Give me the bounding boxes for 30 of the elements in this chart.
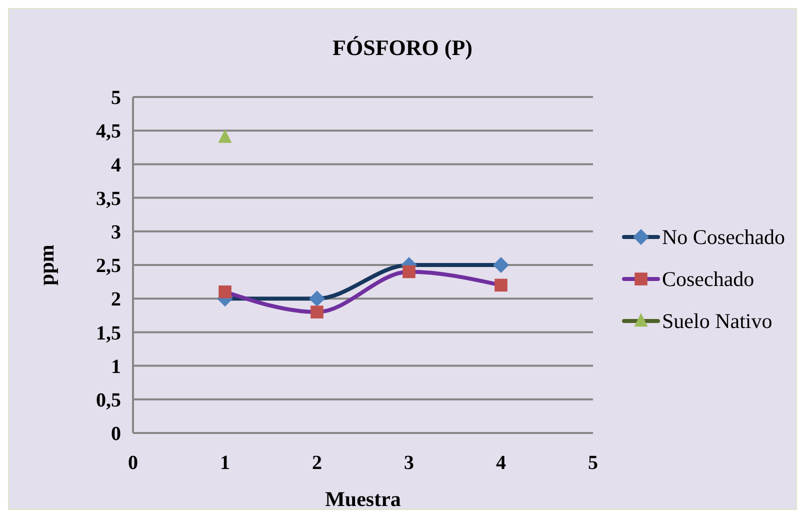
y-tick-label: 0 [111,423,121,446]
chart-title: FÓSFORO (P) [332,35,474,61]
y-tick-label: 3,5 [96,188,121,210]
point [309,290,325,307]
x-tick-label: 4 [496,452,506,474]
point [218,285,232,298]
y-tick-label: 4,5 [96,120,121,143]
y-tick-label: 1,5 [96,322,121,344]
x-tick-label: 0 [128,452,138,474]
point [494,278,508,292]
point [218,129,232,143]
point [402,265,416,278]
x-axis-title: Muestra [325,487,402,511]
legend-label: Suelo Nativo [662,308,772,334]
y-tick-label: 3 [111,222,121,244]
legend-label: No Cosechado [662,224,786,250]
point [310,306,324,318]
point [493,257,509,273]
y-tick-label: 4 [111,154,121,176]
y-tick-label: 2 [111,288,121,311]
y-tick-label: 2,5 [96,255,121,278]
y-tick-label: 0,5 [96,390,121,412]
x-tick-label: 3 [404,452,414,474]
legend-label: Cosechado [662,266,754,292]
x-tick-label: 1 [220,452,230,474]
x-tick-label: 2 [312,452,322,474]
y-tick-label: 5 [111,87,121,110]
y-axis-title: ppm [34,244,58,286]
y-tick-label: 1 [111,356,121,378]
x-tick-label: 5 [588,452,598,474]
